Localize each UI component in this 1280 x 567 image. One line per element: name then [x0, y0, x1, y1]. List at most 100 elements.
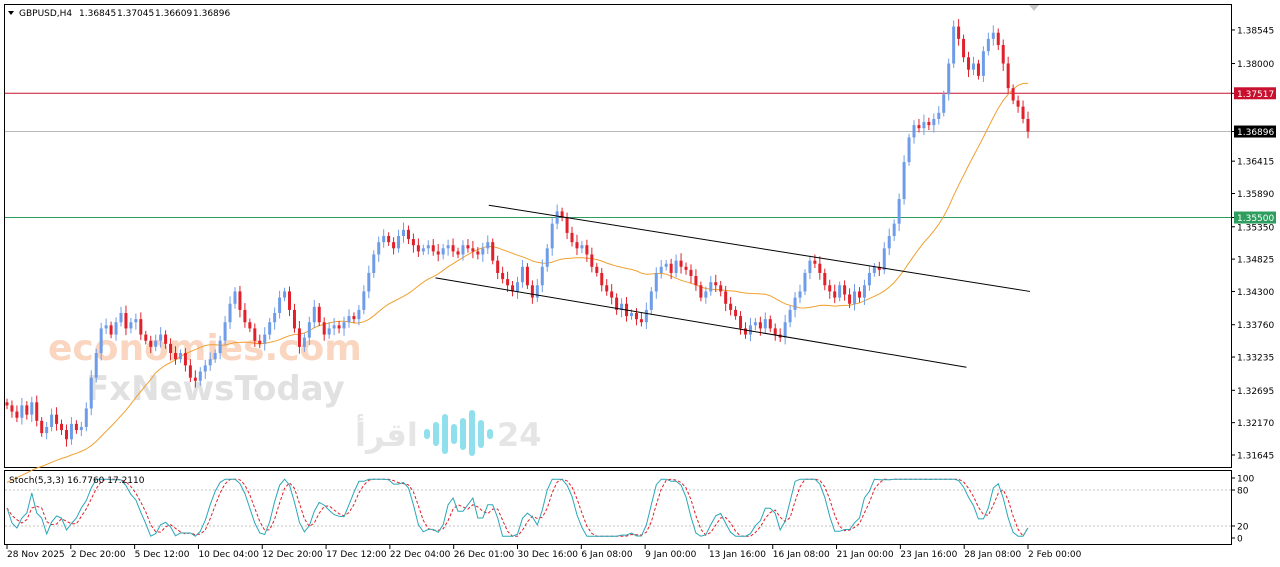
bear-candle	[699, 285, 703, 298]
price-tick-label: 1.32170	[1237, 419, 1274, 429]
bull-candle	[520, 266, 524, 283]
price-label-resistance: 1.37517	[1237, 90, 1274, 100]
bear-candle	[962, 38, 966, 58]
bull-candle	[302, 337, 306, 347]
bear-candle	[15, 411, 19, 418]
bear-candle	[684, 266, 688, 270]
chart-menu-icon[interactable]	[8, 11, 14, 15]
bear-candle	[818, 263, 822, 273]
bull-candle	[550, 223, 554, 249]
bear-candle	[387, 236, 391, 243]
bull-candle	[808, 260, 812, 273]
bear-candle	[352, 316, 356, 320]
bear-candle	[169, 343, 173, 354]
bear-candle	[188, 365, 192, 378]
bull-candle	[307, 322, 311, 338]
bear-candle	[600, 272, 604, 286]
bull-candle	[481, 248, 485, 255]
time-tick-label: 22 Dec 04:00	[390, 550, 451, 560]
bull-candle	[892, 223, 896, 236]
bull-candle	[867, 272, 871, 286]
bull-candle	[580, 245, 584, 249]
bear-candle	[590, 254, 594, 267]
bear-candle	[1001, 45, 1005, 64]
bear-candle	[511, 285, 515, 292]
bull-candle	[853, 291, 857, 304]
bear-candle	[739, 316, 743, 329]
bull-candle	[545, 248, 549, 267]
price-tick-label: 1.36415	[1237, 158, 1274, 168]
bull-candle	[872, 266, 876, 273]
bull-candle	[327, 328, 331, 335]
bull-candle	[218, 340, 222, 354]
bull-candle	[912, 125, 916, 138]
channel-lower-line[interactable]	[435, 277, 967, 368]
bull-candle	[664, 263, 668, 267]
bull-candle	[991, 32, 995, 39]
bear-candle	[1026, 118, 1030, 132]
close-value: 1.36896	[193, 9, 230, 19]
bull-candle	[947, 63, 951, 95]
bull-candle	[223, 322, 227, 341]
bull-candle	[228, 303, 232, 323]
watermark-arabic: اقرأ	[355, 414, 418, 454]
bull-candle	[233, 291, 237, 304]
bear-candle	[466, 245, 470, 249]
bull-candle	[342, 322, 346, 329]
bull-candle	[203, 365, 207, 372]
time-tick-label: 9 Jan 00:00	[645, 550, 697, 560]
watermark-24: 24	[497, 416, 542, 454]
bear-candle	[595, 266, 599, 273]
time-tick-label: 10 Dec 04:00	[198, 550, 259, 560]
chart-shift-marker[interactable]	[1029, 5, 1039, 11]
bull-candle	[178, 353, 182, 360]
bear-candle	[634, 313, 638, 320]
bull-candle	[402, 229, 406, 236]
price-label-box	[1234, 125, 1276, 138]
bull-candle	[69, 423, 73, 440]
stochastic-lines: 100 80 20 0	[5, 475, 1254, 545]
moving-average-line	[6, 82, 1029, 483]
bear-candle	[724, 291, 728, 304]
bull-candle	[119, 313, 123, 323]
bear-candle	[193, 377, 197, 381]
bear-candle	[60, 423, 64, 431]
bear-candle	[917, 125, 921, 129]
bear-candle	[758, 322, 762, 329]
bear-candle	[1016, 100, 1020, 107]
time-tick-label: 6 Jan 08:00	[581, 550, 633, 560]
time-tick-label: 16 Jan 08:00	[773, 550, 830, 560]
stoch-level-label: 20	[1237, 523, 1249, 533]
bull-candle	[535, 285, 539, 298]
bull-candle	[674, 260, 678, 273]
symbol-label: GBPUSD,H4	[19, 9, 72, 19]
time-tick-label: 2 Feb 00:00	[1028, 550, 1082, 560]
bull-candle	[654, 272, 658, 292]
bull-candle	[208, 359, 212, 366]
bear-candle	[317, 306, 321, 323]
price-tick-label: 1.34825	[1237, 256, 1274, 266]
price-tick-label: 1.38000	[1237, 60, 1274, 70]
price-tick-label: 1.35890	[1237, 190, 1274, 200]
bull-candle	[838, 285, 842, 298]
bear-candle	[392, 242, 396, 249]
stoch-signal-line	[6, 478, 1029, 538]
bear-candle	[773, 328, 777, 335]
bull-candle	[99, 328, 103, 354]
bear-candle	[575, 242, 579, 249]
bull-candle	[198, 371, 202, 381]
bull-candle	[268, 322, 272, 335]
bull-candle	[89, 377, 93, 409]
channel-upper-line[interactable]	[488, 204, 1031, 292]
high-value: 1.37045	[117, 9, 154, 19]
bear-candle	[25, 405, 29, 415]
bear-candle	[476, 251, 480, 255]
bull-candle	[540, 266, 544, 286]
bear-candle	[35, 402, 39, 421]
bull-candle	[887, 236, 891, 249]
stochastic-label: Stoch(5,3,3) 16.7760 17.2110	[9, 476, 145, 486]
bear-candle	[496, 260, 500, 273]
bear-candle	[669, 263, 673, 273]
time-tick-label: 13 Jan 16:00	[709, 550, 766, 560]
